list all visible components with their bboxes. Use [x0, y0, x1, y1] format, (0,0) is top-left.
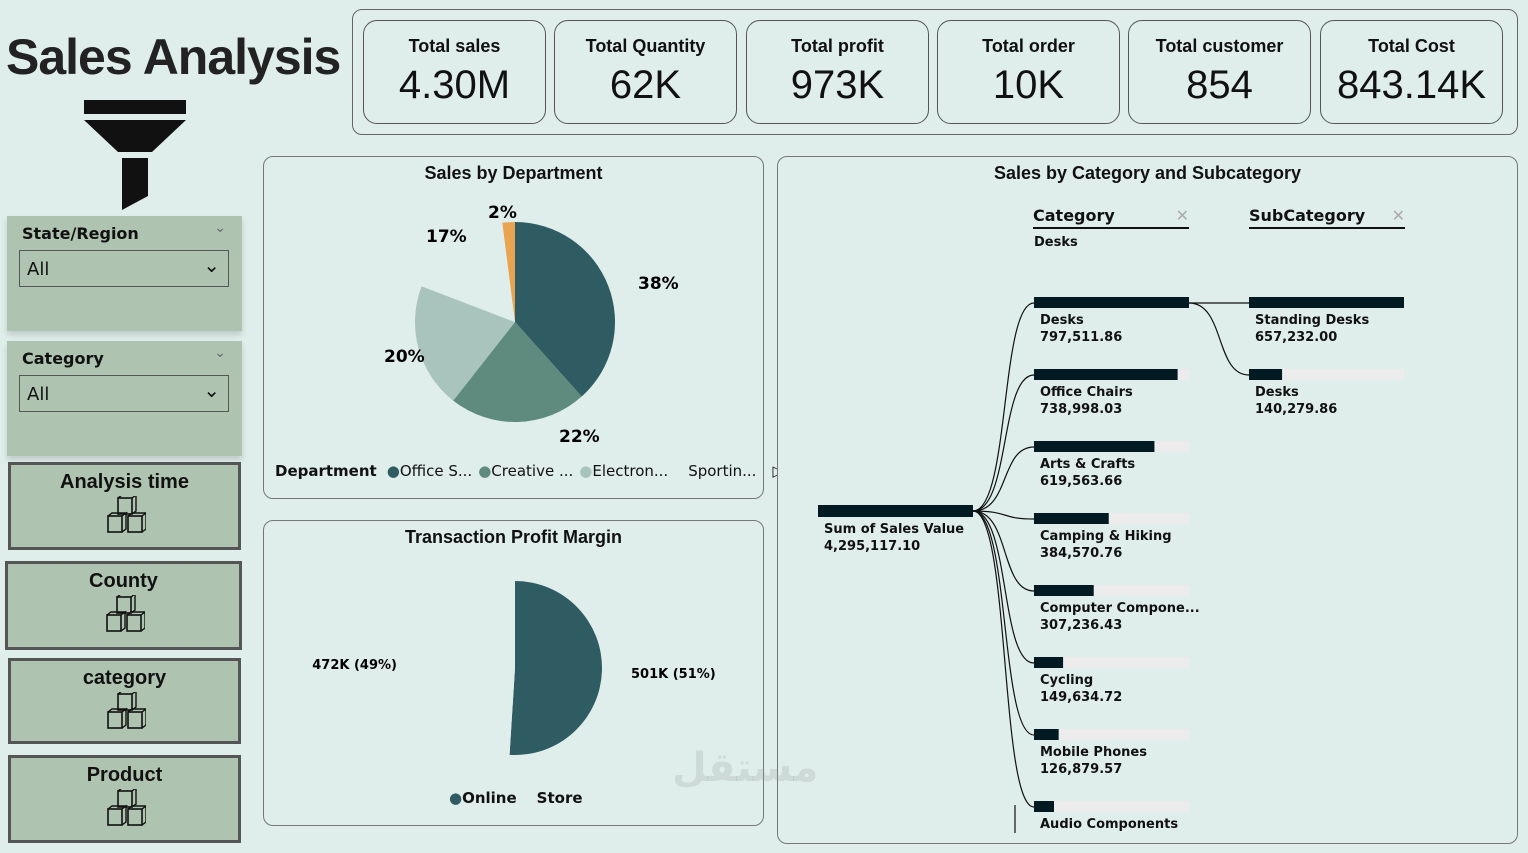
close-icon[interactable]: ✕: [1391, 206, 1405, 225]
selected-category: Desks: [1034, 235, 1078, 250]
state-region-dropdown[interactable]: All ⌄: [19, 250, 229, 287]
kpi-value: 973K: [790, 63, 885, 107]
legend-item[interactable]: ●Electron...: [579, 462, 669, 480]
nav-label: County: [89, 570, 158, 592]
nav-analysis-time-button[interactable]: Analysis time: [8, 462, 241, 550]
nav-label: category: [82, 667, 167, 689]
pie-slice[interactable]: [415, 286, 515, 401]
chevron-down-icon[interactable]: ⌄: [214, 220, 226, 236]
kpi-total-quantity: Total Quantity 62K: [554, 20, 737, 124]
category-dropdown[interactable]: All ⌄: [19, 375, 229, 412]
nav-label: Product: [86, 764, 163, 786]
chevron-down-icon: ⌄: [203, 378, 220, 402]
pie-slice[interactable]: [515, 222, 615, 397]
kpi-total-customer: Total customer 854: [1128, 20, 1311, 124]
level-header-subcategory: SubCategory ✕: [1249, 206, 1405, 229]
data-label: 501K (51%): [631, 667, 716, 682]
dropdown-value: All: [27, 259, 50, 280]
cubes-icon: [106, 496, 146, 533]
close-icon[interactable]: ✕: [1175, 206, 1189, 225]
legend-item[interactable]: ●Office S...: [386, 462, 473, 480]
dropdown-value: All: [27, 384, 50, 405]
kpi-label: Total sales: [408, 36, 501, 56]
decomposition-tree-panel: Sales by Category and Subcategory: [777, 156, 1518, 844]
chart-title: Sales by Category and Subcategory: [993, 163, 1302, 183]
chevron-down-icon: ⌄: [203, 253, 220, 277]
chevron-down-icon[interactable]: ⌄: [214, 345, 226, 361]
legend-item[interactable]: ●Online: [449, 789, 517, 807]
nav-category-button[interactable]: category: [8, 658, 241, 744]
kpi-total-sales: Total sales 4.30M: [363, 20, 546, 124]
kpi-total-order: Total order 10K: [937, 20, 1120, 124]
data-label: 20%: [384, 347, 425, 367]
tree-node-label: Office Chairs 738,998.03: [1040, 385, 1133, 417]
data-label: 472K (49%): [312, 658, 397, 673]
slicer-label: State/Region: [22, 224, 139, 243]
slicer-category: Category ⌄ All ⌄: [7, 341, 242, 456]
profit-margin-pie: 501K (51%) 472K (49%): [312, 581, 716, 755]
data-label: 38%: [638, 274, 679, 294]
legend-item[interactable]: Sportin...: [688, 462, 757, 480]
slicer-state-region: State/Region ⌄ All ⌄: [7, 216, 242, 331]
nav-label: Analysis time: [60, 471, 189, 493]
legend-item[interactable]: Store: [536, 789, 583, 807]
kpi-total-cost: Total Cost 843.14K: [1320, 20, 1503, 124]
kpi-label: Total Quantity: [585, 36, 706, 56]
legend-title: Department: [275, 462, 377, 480]
kpi-value: 4.30M: [398, 63, 511, 107]
nav-county-button[interactable]: County: [5, 561, 242, 650]
kpi-strip: Total sales 4.30M Total Quantity 62K Total…: [352, 9, 1518, 135]
pie-slice[interactable]: [428, 581, 515, 755]
sales-by-department-panel: Sales by Department 38% 22% 20% 17% 2% Depar…: [263, 156, 784, 499]
kpi-value: 843.14K: [1336, 63, 1487, 107]
kpi-label: Total customer: [1155, 36, 1284, 56]
profit-legend: ●Online Store: [449, 789, 583, 807]
kpi-value: 62K: [609, 63, 682, 107]
watermark: مستقل: [672, 745, 819, 791]
department-legend: Department ●Office S... ●Creative ... ●E…: [275, 462, 784, 480]
department-pie: 38% 22% 20% 17% 2%: [384, 203, 679, 447]
data-label: 17%: [426, 227, 467, 247]
chart-title: Sales by Department: [424, 163, 603, 183]
pie-slice[interactable]: [453, 322, 582, 423]
tree-node-label: Mobile Phones 126,879.57: [1040, 745, 1147, 777]
kpi-label: Total Cost: [1368, 36, 1455, 56]
funnel-icon: [84, 100, 186, 210]
pie-slice[interactable]: [421, 222, 515, 322]
kpi-label: Total order: [982, 36, 1075, 56]
pie-slice[interactable]: [502, 222, 515, 322]
page-title: Sales Analysis: [6, 29, 341, 85]
tree-node-label: Camping & Hiking 384,570.76: [1040, 529, 1172, 561]
chart-title: Transaction Profit Margin: [404, 527, 623, 547]
pie-slice[interactable]: [509, 581, 603, 755]
kpi-value: 854: [1186, 63, 1253, 107]
tree-node-label: Standing Desks 657,232.00: [1255, 313, 1370, 345]
kpi-value: 10K: [992, 63, 1065, 107]
cubes-icon: [105, 595, 145, 632]
data-label: 2%: [488, 203, 517, 223]
transaction-profit-margin-panel: Transaction Profit Margin 501K (51%) 472K…: [263, 520, 764, 826]
nav-product-button[interactable]: Product: [8, 755, 241, 843]
cubes-icon: [106, 692, 146, 729]
data-label: 22%: [559, 427, 600, 447]
tree-node-label: Desks 797,511.86: [1040, 313, 1123, 345]
tree-node-label: Arts & Crafts 619,563.66: [1040, 457, 1136, 489]
tree-node-label: Cycling 149,634.72: [1040, 673, 1123, 705]
tree-node-label: Audio Components: [1040, 817, 1179, 832]
tree-node-label: Computer Compone... 307,236.43: [1040, 601, 1200, 633]
legend-item[interactable]: ●Creative ...: [478, 462, 574, 480]
tree-node-label: Sum of Sales Value 4,295,117.10: [824, 522, 965, 554]
cubes-icon: [106, 789, 146, 826]
slicer-label: Category: [22, 349, 104, 368]
tree-node-label: Desks 140,279.86: [1255, 385, 1338, 417]
kpi-total-profit: Total profit 973K: [746, 20, 929, 124]
kpi-label: Total profit: [791, 36, 884, 56]
level-header-category: Category ✕: [1033, 206, 1189, 229]
